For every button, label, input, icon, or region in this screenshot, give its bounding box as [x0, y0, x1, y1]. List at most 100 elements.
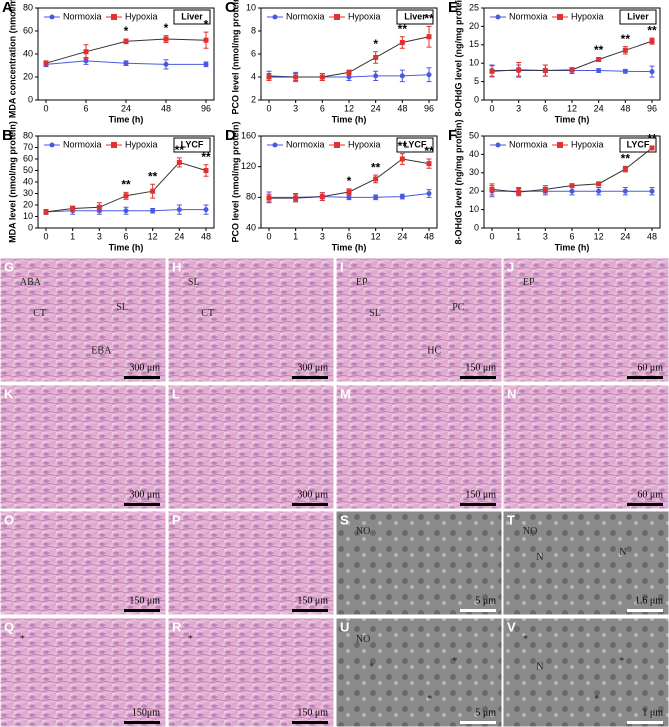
y-tick-label: 80	[246, 192, 256, 202]
significance: **	[398, 22, 408, 36]
significance: **	[621, 32, 631, 46]
data-point	[123, 193, 129, 199]
y-axis-label: 8-OHdG level (ng/mg protein)	[453, 119, 463, 244]
x-tick-label: 48	[201, 231, 211, 241]
data-point	[373, 176, 379, 182]
y-tick-label: 60	[23, 153, 33, 163]
data-point	[516, 67, 522, 73]
micrograph	[167, 257, 335, 383]
data-point	[266, 74, 272, 80]
scale-label: 1 μm	[642, 707, 663, 718]
panel-letter: Q	[4, 619, 14, 634]
x-tick-label: 3	[320, 231, 325, 241]
panel-letter: V	[507, 619, 516, 634]
micrograph	[502, 510, 669, 616]
significance: **	[371, 160, 381, 174]
data-point	[489, 186, 495, 192]
significance: **	[121, 178, 131, 192]
data-point	[163, 36, 169, 42]
data-point	[649, 69, 655, 75]
data-point	[399, 40, 405, 45]
significance: **	[201, 150, 211, 164]
legend-label: Normoxia	[63, 11, 102, 21]
legend-marker	[49, 14, 55, 20]
panel-letter: N	[507, 386, 516, 401]
scale-bar	[124, 376, 160, 379]
data-point	[622, 166, 628, 172]
data-point	[399, 73, 405, 79]
data-point	[123, 208, 129, 214]
y-tick-label: 60	[23, 25, 33, 35]
x-tick-label: 3	[97, 231, 102, 241]
plot-frame	[260, 7, 438, 101]
x-tick-label: 6	[123, 231, 128, 241]
micrograph	[167, 384, 335, 510]
x-tick-label: 1	[293, 231, 298, 241]
y-tick-label: 6	[251, 48, 256, 58]
structure-label: EP	[523, 277, 535, 288]
panel-letter: U	[340, 619, 349, 634]
x-tick-label: 24	[620, 231, 630, 241]
x-tick-label: 96	[647, 103, 657, 113]
micrograph	[335, 510, 503, 616]
tissue-label: Liver	[404, 11, 426, 21]
x-tick-label: 96	[424, 103, 434, 113]
scale-bar	[292, 376, 328, 379]
data-point	[399, 194, 405, 200]
structure-label: *	[188, 634, 193, 645]
x-tick-label: 24	[371, 103, 381, 113]
y-tick-label: 40	[23, 176, 33, 186]
micrograph	[502, 617, 669, 727]
data-point	[596, 181, 602, 187]
scale-bar	[627, 721, 663, 724]
y-tick-label: 50	[23, 165, 33, 175]
data-point	[70, 205, 76, 211]
x-tick-label: 12	[371, 231, 381, 241]
data-point	[319, 74, 325, 80]
y-tick-label: 0	[28, 222, 33, 232]
data-point	[542, 186, 548, 192]
scale-label: 150 μm	[297, 595, 328, 606]
data-point	[346, 74, 352, 80]
data-point	[489, 68, 495, 74]
y-axis-label: PCO level (nmol/mg protein)	[230, 0, 240, 115]
y-tick-label: 10	[469, 58, 479, 68]
scale-label: 150 μm	[465, 489, 496, 500]
panel-letter: C	[225, 0, 236, 16]
tissue-label: Liver	[181, 11, 203, 21]
scale-label: 5 μm	[475, 707, 496, 718]
significance: *	[124, 24, 129, 38]
structure-label: CT	[201, 308, 214, 319]
significance: **	[398, 139, 408, 153]
micrograph	[167, 510, 335, 616]
data-point	[293, 195, 299, 201]
legend-marker	[334, 14, 340, 20]
plot-frame	[483, 7, 661, 101]
x-tick-label: 48	[424, 231, 434, 241]
y-tick-label: 8	[251, 25, 256, 35]
x-tick-label: 6	[320, 103, 325, 113]
structure-label: *	[369, 661, 374, 672]
scale-bar	[292, 721, 328, 724]
structure-label: SL	[369, 308, 381, 319]
x-tick-label: 24	[594, 103, 604, 113]
data-point	[373, 54, 379, 60]
significance: **	[424, 144, 434, 158]
data-point	[293, 74, 299, 80]
legend-label: Hypoxia	[348, 139, 381, 149]
significance: **	[647, 131, 657, 145]
structure-label: NO	[523, 526, 537, 537]
structure-label: SL	[188, 277, 200, 288]
y-tick-label: 0	[474, 94, 479, 104]
x-tick-label: 0	[43, 231, 48, 241]
structure-label: SL	[116, 302, 128, 313]
legend-label: Normoxia	[286, 139, 325, 149]
micrograph	[335, 257, 503, 383]
data-point	[123, 38, 129, 44]
significance: **	[175, 143, 185, 157]
legend-label: Hypoxia	[348, 11, 381, 21]
structure-label: *	[427, 694, 432, 705]
panel-letter: I	[340, 259, 344, 274]
legend-label: Normoxia	[509, 11, 548, 21]
y-tick-label: 120	[241, 161, 256, 171]
